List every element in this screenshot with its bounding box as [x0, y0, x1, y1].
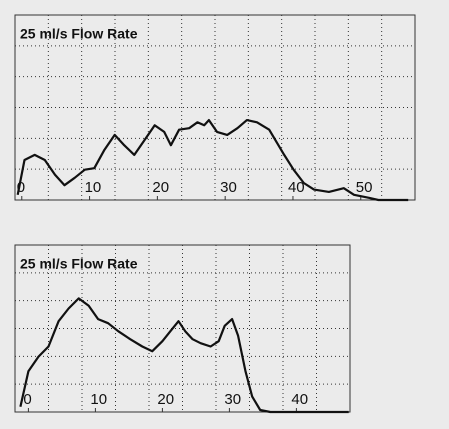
chart-title: 25 ml/s Flow Rate — [20, 26, 138, 42]
x-tick-label: 30 — [220, 179, 237, 196]
x-tick-label: 50 — [356, 179, 373, 196]
x-tick-label: 40 — [288, 179, 305, 196]
x-tick-label: 30 — [224, 391, 241, 408]
x-tick-label: 40 — [291, 391, 308, 408]
x-tick-label: 10 — [85, 179, 102, 196]
flow-line — [19, 297, 349, 414]
x-tick-label: 0 — [17, 179, 25, 196]
x-tick-label: 10 — [90, 391, 107, 408]
chart-title: 25 ml/s Flow Rate — [20, 256, 138, 272]
x-tick-label: 20 — [157, 391, 174, 408]
x-tick-label: 0 — [23, 391, 31, 408]
flow-line — [16, 119, 409, 202]
x-tick-label: 20 — [152, 179, 169, 196]
